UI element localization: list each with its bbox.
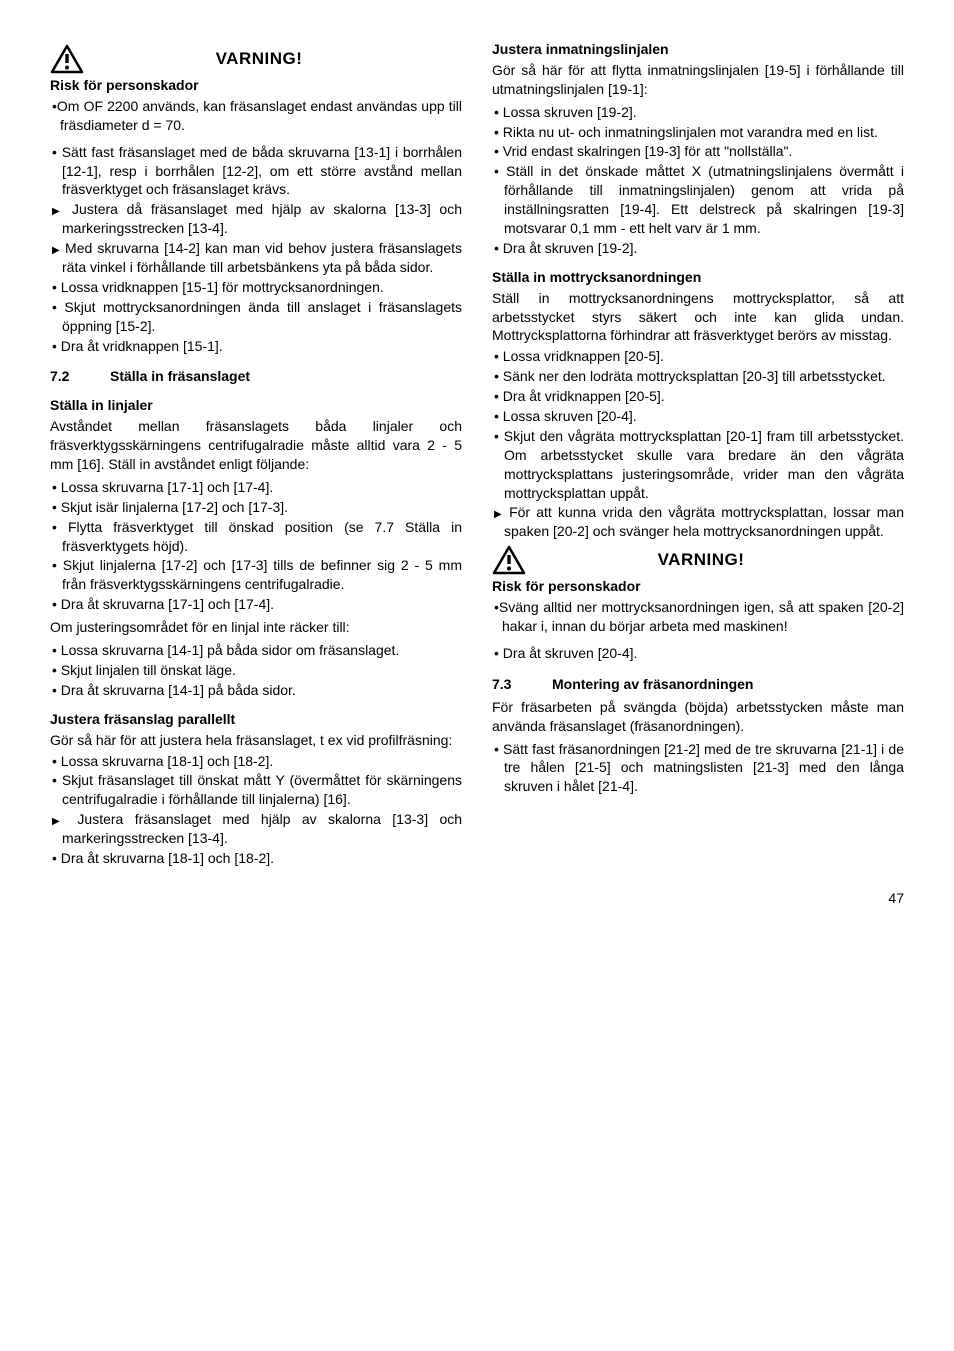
warning-triangle-icon <box>50 44 84 74</box>
list-r2: Lossa vridknappen [20-5]. Sänk ner den l… <box>492 347 904 541</box>
list-2: Lossa skruvarna [17-1] och [17-4]. Skjut… <box>50 478 462 614</box>
list-after-risk: Dra åt skruven [20-4]. <box>492 644 904 663</box>
page-number: 47 <box>50 889 904 908</box>
list-item: Rikta nu ut- och inmatningslinjalen mot … <box>492 123 904 142</box>
list-item: Lossa skruven [19-2]. <box>492 103 904 122</box>
para: Gör så här för att justera hela fräsansl… <box>50 731 462 750</box>
list-item: Dra åt vridknappen [20-5]. <box>492 387 904 406</box>
list-item: Med skruvarna [14-2] kan man vid behov j… <box>50 239 462 277</box>
subheading-inmatning: Justera inmatningslinjalen <box>492 40 904 59</box>
para: Ställ in mottrycksanordningens mottrycks… <box>492 289 904 346</box>
list-item: Lossa vridknappen [15-1] för mottrycksan… <box>50 278 462 297</box>
subheading-mottryck: Ställa in mottrycksanordningen <box>492 268 904 287</box>
list-item: Justera fräsanslaget med hjälp av skalor… <box>50 810 462 848</box>
list-item: Dra åt skruven [19-2]. <box>492 239 904 258</box>
list-item: Dra åt skruven [20-4]. <box>492 644 904 663</box>
warning-label-2: VARNING! <box>538 549 904 572</box>
list-item: Lossa skruvarna [17-1] och [17-4]. <box>50 478 462 497</box>
list-item: Sätt fast fräsanslaget med de båda skruv… <box>50 143 462 200</box>
warning-triangle-icon <box>492 545 526 575</box>
list-item: Ställ in det önskade måttet X (utmatning… <box>492 162 904 238</box>
list-item: Skjut linjalerna [17-2] och [17-3] tills… <box>50 556 462 594</box>
list-item: Vrid endast skalringen [19-3] för att "n… <box>492 142 904 161</box>
list-item: Skjut den vågräta mottrycksplattan [20-1… <box>492 427 904 503</box>
risk-heading-1: Risk för personskador <box>50 76 462 95</box>
list-r1: Lossa skruven [19-2]. Rikta nu ut- och i… <box>492 103 904 258</box>
list-item: Dra åt skruvarna [14-1] på båda sidor. <box>50 681 462 700</box>
warning-box-1: VARNING! <box>50 44 462 74</box>
list-4: Lossa skruvarna [18-1] och [18-2]. Skjut… <box>50 752 462 868</box>
para: Avståndet mellan fräsanslagets båda linj… <box>50 417 462 474</box>
section-7-2: 7.2 Ställa in fräsanslaget <box>50 367 462 386</box>
list-item: Sätt fast fräsanordningen [21-2] med de … <box>492 740 904 797</box>
list-item: Skjut linjalen till önskat läge. <box>50 661 462 680</box>
subheading-linjaler: Ställa in linjaler <box>50 396 462 415</box>
list-item: Lossa vridknappen [20-5]. <box>492 347 904 366</box>
list-1: Sätt fast fräsanslaget med de båda skruv… <box>50 143 462 356</box>
risk-text-2: •Sväng alltid ner mottrycksanordningen i… <box>492 598 904 636</box>
list-item: Flytta fräsverktyget till önskad positio… <box>50 518 462 556</box>
list-item: Dra åt skruvarna [17-1] och [17-4]. <box>50 595 462 614</box>
list-3: Lossa skruvarna [14-1] på båda sidor om … <box>50 641 462 700</box>
warning-box-2: VARNING! <box>492 545 904 575</box>
para: För fräsarbeten på svängda (böjda) arbet… <box>492 698 904 736</box>
list-item: Skjut fräsanslaget till önskat mått Y (ö… <box>50 771 462 809</box>
warning-label-1: VARNING! <box>96 48 462 71</box>
list-item: Justera då fräsanslaget med hjälp av ska… <box>50 200 462 238</box>
subheading-parallellt: Justera fräsanslag parallellt <box>50 710 462 729</box>
list-item: För att kunna vrida den vågräta mottryck… <box>492 503 904 541</box>
list-item: Sänk ner den lodräta mottrycksplattan [2… <box>492 367 904 386</box>
list-item: Skjut mottrycksanordningen ända till ans… <box>50 298 462 336</box>
risk-heading-2: Risk för personskador <box>492 577 904 596</box>
list-item: Dra åt vridknappen [15-1]. <box>50 337 462 356</box>
list-item: Lossa skruvarna [18-1] och [18-2]. <box>50 752 462 771</box>
list-item: Lossa skruven [20-4]. <box>492 407 904 426</box>
risk-text-1: •Om OF 2200 används, kan fräsanslaget en… <box>50 97 462 135</box>
para: Gör så här för att flytta inmatningslinj… <box>492 61 904 99</box>
para: Om justeringsområdet för en linjal inte … <box>50 618 462 637</box>
list-item: Skjut isär linjalerna [17-2] och [17-3]. <box>50 498 462 517</box>
list-item: Dra åt skruvarna [18-1] och [18-2]. <box>50 849 462 868</box>
list-r3: Sätt fast fräsanordningen [21-2] med de … <box>492 740 904 797</box>
section-7-3: 7.3 Montering av fräsanordningen <box>492 675 904 694</box>
list-item: Lossa skruvarna [14-1] på båda sidor om … <box>50 641 462 660</box>
